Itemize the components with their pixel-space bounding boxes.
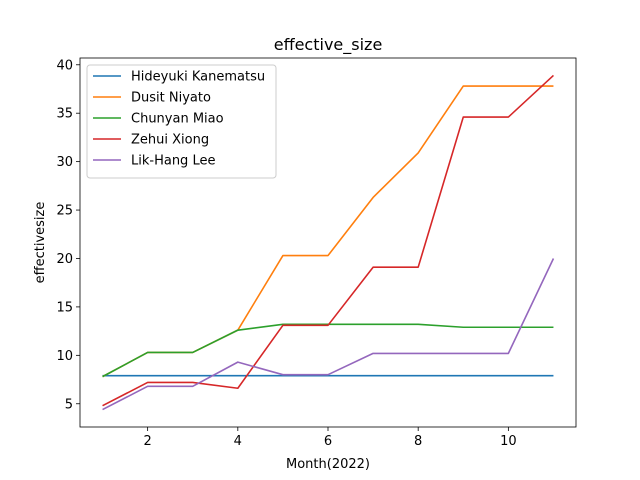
y-tick-label: 35 (56, 107, 73, 122)
y-tick-label: 15 (56, 300, 73, 315)
legend-box (86, 64, 277, 179)
legend-label-dusit-niyato: Dusit Niyato (131, 91, 211, 106)
y-tick-label: 40 (56, 58, 73, 73)
y-tick-label: 25 (56, 204, 73, 219)
legend-label-chunyan-miao: Chunyan Miao (131, 112, 224, 127)
x-tick-label: 6 (324, 434, 332, 449)
x-tick-label: 4 (234, 434, 242, 449)
series-line-lik-hang-lee (102, 258, 555, 411)
chart-title: effective_size (274, 35, 383, 55)
y-tick-label: 20 (56, 252, 73, 267)
x-axis: 2 4 6 8 10 (143, 427, 517, 449)
x-tick-label: 8 (414, 434, 422, 449)
x-tick-label: 2 (143, 434, 151, 449)
legend-label-lik-hang-lee: Lik-Hang Lee (131, 154, 215, 169)
series-line-zehui-xiong (102, 74, 554, 407)
legend-label-zehui-xiong: Zehui Xiong (131, 133, 209, 148)
y-tick-label: 10 (56, 349, 73, 364)
legend-label-hideyuki-kanematsu: Hideyuki Kanematsu (131, 70, 265, 85)
y-tick-label: 5 (65, 397, 73, 412)
y-axis-title: effectivesize (33, 202, 48, 284)
y-tick-label: 30 (56, 155, 73, 170)
legend: Hideyuki Kanematsu Dusit Niyato Chunyan Mi… (86, 64, 277, 179)
series-layer (102, 74, 555, 411)
y-axis: 5 10 15 20 25 30 35 40 (56, 58, 80, 412)
x-tick-label: 10 (500, 434, 517, 449)
x-axis-title: Month(2022) (286, 457, 370, 472)
